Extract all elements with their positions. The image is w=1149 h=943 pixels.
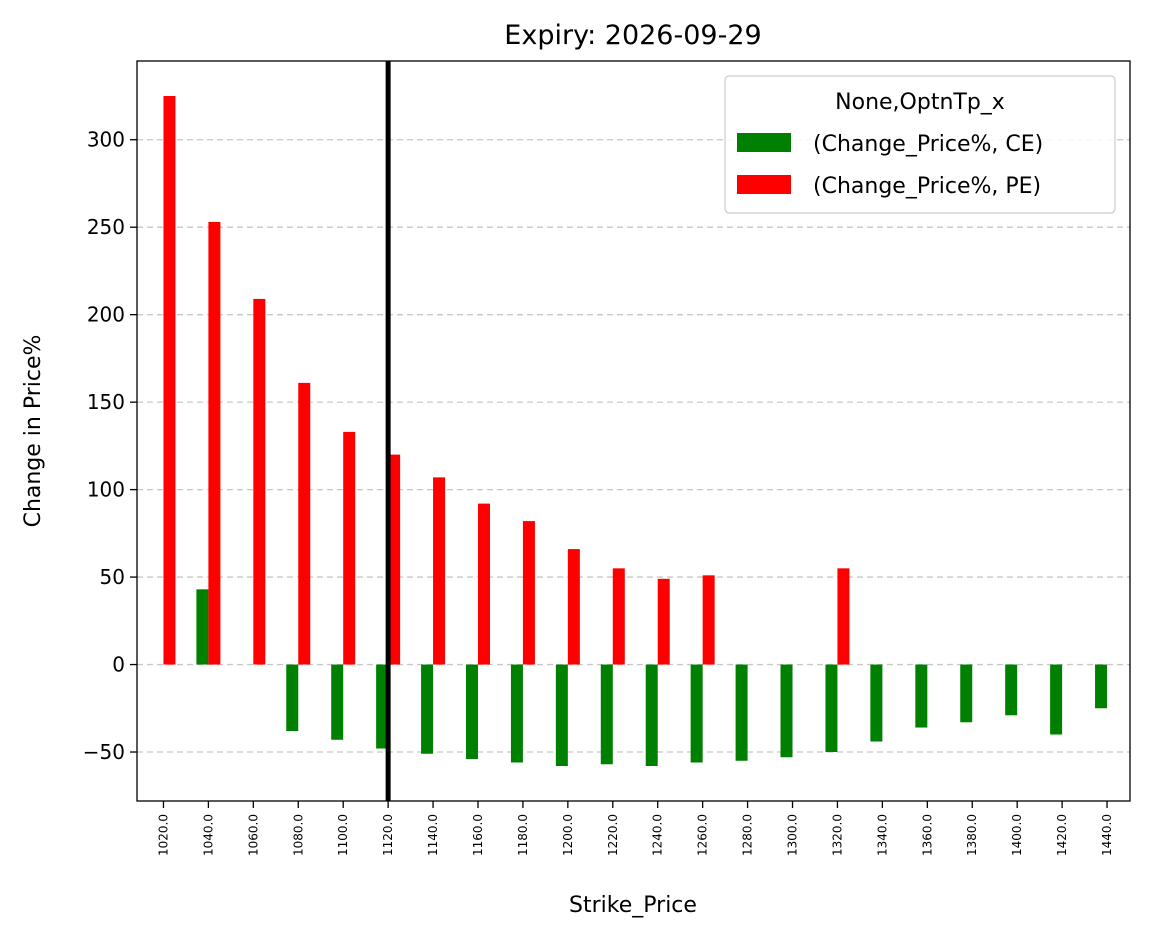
bar-ce [286,664,299,732]
bar-ce [376,664,389,749]
bars [163,95,1108,767]
bar-pe [433,477,446,665]
x-tick-label: 1400.0 [1010,814,1024,856]
x-tick-label: 1200.0 [561,814,575,856]
bar-pe [657,578,670,665]
x-axis-label: Strike_Price [569,893,697,918]
bar-ce [780,664,793,758]
x-axis: 1020.0 1040.0 1060.0 1080.0 1100.0 1120.0 1140… [156,801,1114,856]
bar-ce [645,664,658,767]
bar-pe [388,454,401,665]
bar-ce [196,589,209,665]
legend-title: None,OptnTp_x [835,90,1005,115]
y-tick-label: 150 [87,390,125,414]
bar-pe [522,521,535,665]
x-tick-label: 1160.0 [471,814,485,856]
bar-ce [1095,664,1108,709]
x-tick-label: 1240.0 [651,814,665,856]
legend-label-pe: (Change_Price%, PE) [813,174,1041,199]
bar-ce [735,664,748,761]
bar-pe [298,382,311,665]
x-tick-label: 1140.0 [426,814,440,856]
bar-ce [690,664,703,763]
bar-ce [600,664,613,765]
x-tick-label: 1340.0 [875,814,889,856]
x-tick-label: 1260.0 [696,814,710,856]
x-tick-label: 1380.0 [965,814,979,856]
legend: None,OptnTp_x (Change_Price%, CE) (Chang… [724,75,1116,214]
y-tick-label: 50 [100,565,125,589]
bar-ce [915,664,928,728]
legend-swatch-pe [737,175,791,194]
x-tick-label: 1180.0 [516,814,530,856]
legend-label-ce: (Change_Price%, CE) [813,132,1043,157]
bar-ce [331,664,344,740]
y-tick-label: 300 [87,128,125,152]
x-tick-label: 1420.0 [1055,814,1069,856]
bar-ce [421,664,434,754]
x-tick-label: 1080.0 [291,814,305,856]
y-axis-label: Change in Price% [21,335,46,528]
bar-ce [465,664,478,760]
bar-ce [555,664,568,767]
y-tick-label: 200 [87,303,125,327]
bar-pe [567,549,580,665]
x-tick-label: 1100.0 [336,814,350,856]
bar-ce [870,664,883,742]
x-tick-label: 1060.0 [246,814,260,856]
bar-ce [825,664,838,753]
x-tick-label: 1360.0 [920,814,934,856]
bar-ce [1050,664,1063,735]
bar-pe [343,431,356,665]
bar-pe [253,298,266,665]
x-tick-label: 1280.0 [741,814,755,856]
bar-ce [1005,664,1018,716]
x-tick-label: 1220.0 [606,814,620,856]
gridlines [137,139,1130,753]
bar-pe [702,575,715,665]
y-tick-label: 100 [87,478,125,502]
bar-pe [477,503,490,665]
bar-ce [510,664,523,763]
x-tick-label: 1320.0 [830,814,844,856]
bar-pe [612,568,625,665]
y-axis: −50 0 50 100 150 200 250 300 [83,128,137,764]
x-tick-label: 1040.0 [201,814,215,856]
chart-title: Expiry: 2026-09-29 [504,20,761,51]
x-tick-label: 1120.0 [381,814,395,856]
bar-pe [208,221,221,665]
bar-pe [837,568,850,665]
bar-pe [163,95,176,665]
y-tick-label: 0 [112,653,125,677]
plot-frame [136,60,1131,802]
x-tick-label: 1300.0 [786,814,800,856]
x-tick-label: 1440.0 [1100,814,1114,856]
y-tick-label: 250 [87,215,125,239]
bar-ce [960,664,973,723]
legend-swatch-ce [737,133,791,152]
x-tick-label: 1020.0 [156,814,170,856]
y-tick-label: −50 [83,740,125,764]
legend-box [724,75,1116,214]
